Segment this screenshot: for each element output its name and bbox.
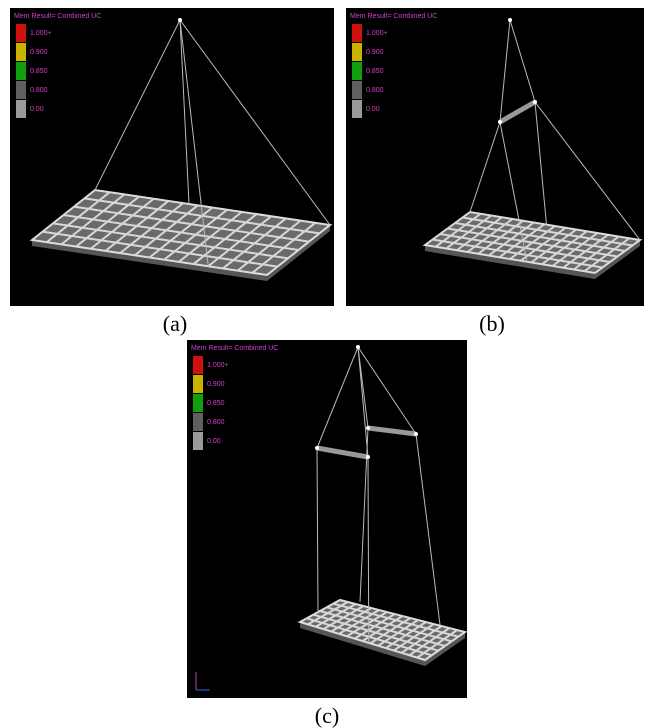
legend-swatch [352,43,362,61]
node [178,18,182,22]
legend-swatch [16,24,26,42]
legend-label: 0.900 [30,49,48,56]
legend-swatch [193,394,203,412]
figure: (a) (b) (c) Mem Result= Combined UC 1.000… [0,0,654,728]
legend-swatch [16,62,26,80]
legend-label: 0.850 [207,400,225,407]
legend-label: 1.000+ [366,30,388,37]
legend-swatch [352,81,362,99]
legend-swatch [16,43,26,61]
legend-label: 0.00 [366,106,380,113]
node [498,120,502,124]
legend-label: 0.00 [207,438,221,445]
caption: (c) [315,703,339,728]
node [366,426,370,430]
legend-swatch [16,100,26,118]
node [533,100,537,104]
legend-label: 1.000+ [30,30,52,37]
legend-swatch [352,24,362,42]
legend-title: Mem Result= Combined UC [14,13,101,20]
node [414,432,418,436]
node [508,18,512,22]
legend-label: 0.850 [30,68,48,75]
legend-label: 0.900 [207,381,225,388]
legend-label: 0.900 [366,49,384,56]
node [315,446,319,450]
legend-swatch [352,62,362,80]
legend-title: Mem Result= Combined UC [191,345,278,352]
caption: (b) [479,311,505,336]
node [356,345,360,349]
legend-swatch [193,356,203,374]
legend-label: 0.00 [30,106,44,113]
legend-label: 0.800 [366,87,384,94]
legend-label: 1.000+ [207,362,229,369]
legend-swatch [193,432,203,450]
legend-label: 0.800 [30,87,48,94]
legend-title: Mem Result= Combined UC [350,13,437,20]
legend-swatch [352,100,362,118]
legend-swatch [193,413,203,431]
legend-label: 0.850 [366,68,384,75]
legend-label: 0.800 [207,419,225,426]
legend-swatch [16,81,26,99]
legend-swatch [193,375,203,393]
node [366,455,370,459]
caption: (a) [163,311,187,336]
